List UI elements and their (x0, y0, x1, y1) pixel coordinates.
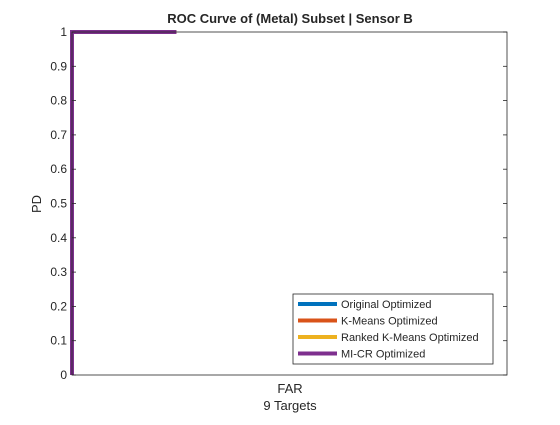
legend-label-1: Original Optimized (341, 299, 431, 311)
y-tick-label-6: 0.6 (50, 162, 67, 176)
y-tick-label-0: 0 (60, 368, 67, 382)
y-tick-label-7: 0.7 (50, 128, 67, 142)
x-axis-sublabel: 9 Targets (263, 398, 317, 413)
y-tick-label-9: 0.9 (50, 59, 67, 73)
axes-layer: 0 0.1 0.2 0.3 0.4 0.5 0.6 0.7 0.8 0.9 1 (50, 25, 508, 382)
legend-label-2: K-Means Optimized (341, 316, 438, 328)
y-tick-label-8: 0.8 (50, 94, 67, 108)
y-tick-label-1: 0.1 (50, 334, 67, 348)
legend-label-4: MI-CR Optimized (341, 349, 425, 361)
chart-title: ROC Curve of (Metal) Subset | Sensor B (167, 11, 413, 26)
y-tick-label-10: 1 (60, 25, 67, 39)
x-axis-label: FAR (277, 381, 302, 396)
y-tick-label-2: 0.2 (50, 299, 67, 313)
legend-label-3: Ranked K-Means Optimized (341, 332, 479, 344)
y-tick-label-5: 0.5 (50, 197, 67, 211)
y-axis-label: PD (29, 195, 44, 213)
legend: Original Optimized K-Means Optimized Ranke… (292, 293, 494, 365)
y-tick-label-4: 0.4 (50, 231, 67, 245)
y-tick-label-3: 0.3 (50, 265, 67, 279)
